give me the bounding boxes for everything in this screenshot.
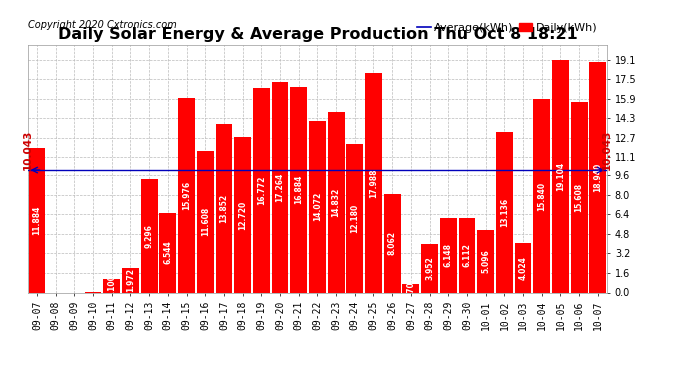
Text: 17.988: 17.988	[369, 168, 378, 198]
Text: 10.043: 10.043	[602, 130, 612, 170]
Bar	[104, 279, 120, 292]
Bar	[589, 62, 607, 292]
Text: 16.772: 16.772	[257, 176, 266, 205]
Bar	[197, 151, 214, 292]
Bar	[552, 60, 569, 292]
Bar	[141, 179, 157, 292]
Text: 12.720: 12.720	[238, 200, 247, 230]
Text: 6.544: 6.544	[164, 241, 172, 264]
Bar	[384, 194, 401, 292]
Text: 3.952: 3.952	[425, 256, 434, 280]
Bar	[178, 98, 195, 292]
Bar	[421, 244, 438, 292]
Text: 1.972: 1.972	[126, 268, 135, 292]
Bar	[533, 99, 550, 292]
Bar	[402, 284, 420, 292]
Text: 16.884: 16.884	[294, 175, 303, 204]
Bar	[365, 73, 382, 292]
Text: 12.180: 12.180	[351, 204, 359, 233]
Bar	[253, 88, 270, 292]
Text: 0.700: 0.700	[406, 276, 415, 300]
Bar	[122, 268, 139, 292]
Text: 19.104: 19.104	[556, 162, 565, 190]
Text: 17.264: 17.264	[275, 172, 284, 202]
Text: 15.608: 15.608	[575, 183, 584, 212]
Bar	[234, 137, 251, 292]
Bar	[28, 148, 46, 292]
Text: 15.840: 15.840	[538, 182, 546, 210]
Text: 6.112: 6.112	[462, 243, 471, 267]
Text: 10.043: 10.043	[23, 130, 32, 170]
Text: Copyright 2020 Cxtronics.com: Copyright 2020 Cxtronics.com	[28, 20, 177, 30]
Bar	[459, 218, 475, 292]
Bar	[159, 213, 176, 292]
Bar	[515, 243, 531, 292]
Text: 18.940: 18.940	[593, 162, 602, 192]
Bar	[440, 217, 457, 292]
Title: Daily Solar Energy & Average Production Thu Oct 8 18:21: Daily Solar Energy & Average Production …	[57, 27, 578, 42]
Bar	[328, 112, 344, 292]
Bar	[496, 132, 513, 292]
Bar	[290, 87, 307, 292]
Text: 11.884: 11.884	[32, 206, 41, 235]
Text: 4.024: 4.024	[519, 256, 528, 280]
Bar	[346, 144, 363, 292]
Text: 9.296: 9.296	[145, 224, 154, 248]
Text: 1.100: 1.100	[107, 274, 116, 298]
Bar	[215, 124, 233, 292]
Text: 8.062: 8.062	[388, 231, 397, 255]
Legend: Average(kWh), Daily(kWh): Average(kWh), Daily(kWh)	[413, 18, 602, 38]
Bar	[477, 230, 494, 292]
Text: 6.148: 6.148	[444, 243, 453, 267]
Text: 14.832: 14.832	[332, 188, 341, 217]
Text: 14.072: 14.072	[313, 192, 322, 221]
Text: 13.136: 13.136	[500, 198, 509, 227]
Text: 15.976: 15.976	[182, 180, 191, 210]
Text: 13.852: 13.852	[219, 194, 228, 223]
Bar	[272, 82, 288, 292]
Text: 11.608: 11.608	[201, 207, 210, 236]
Text: 5.096: 5.096	[481, 249, 490, 273]
Bar	[309, 121, 326, 292]
Bar	[571, 102, 588, 292]
